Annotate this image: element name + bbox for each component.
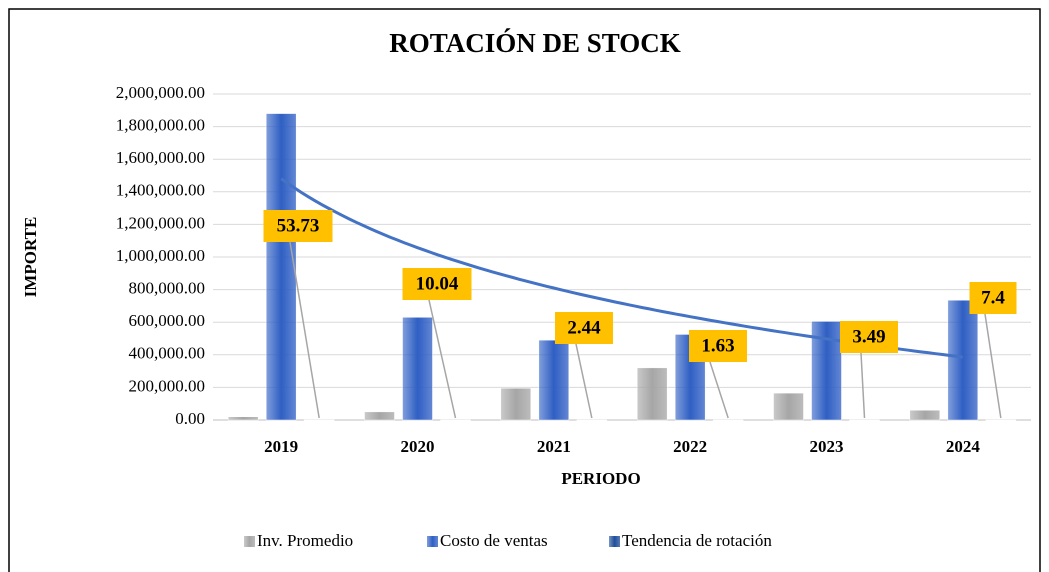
legend-label: Tendencia de rotación — [622, 531, 772, 550]
legend-swatch — [427, 536, 438, 547]
y-tick-label: 600,000.00 — [129, 311, 206, 330]
x-tick-label: 2023 — [810, 437, 844, 456]
bar — [265, 113, 297, 421]
x-tick-label: 2020 — [401, 437, 435, 456]
chart-frame — [8, 8, 1041, 572]
data-label: 7.4 — [981, 287, 1005, 308]
chart-title: ROTACIÓN DE STOCK — [389, 28, 681, 58]
bar — [227, 416, 259, 421]
bar — [985, 419, 1017, 421]
bar — [364, 411, 395, 421]
data-label-box — [689, 330, 747, 362]
legend-swatch — [244, 536, 255, 547]
leader-line — [984, 313, 1002, 419]
y-tick-label: 1,600,000.00 — [116, 148, 205, 167]
data-label: 2.44 — [567, 317, 601, 338]
bar — [303, 419, 335, 421]
leader-line — [860, 352, 866, 419]
bar — [712, 419, 744, 421]
data-label: 10.04 — [416, 273, 459, 294]
bar — [440, 419, 471, 421]
bar — [576, 419, 608, 421]
leader-line — [289, 241, 320, 419]
legend-swatch — [609, 536, 620, 547]
data-label: 53.73 — [277, 215, 320, 236]
y-tick-label: 1,800,000.00 — [116, 116, 205, 135]
y-axis-label: IMPORTE — [21, 217, 40, 298]
bar — [538, 339, 570, 421]
data-label: 3.49 — [852, 326, 885, 347]
data-label-box — [969, 282, 1017, 314]
data-label: 1.63 — [701, 335, 734, 356]
bar — [849, 419, 880, 421]
y-tick-label: 800,000.00 — [129, 279, 206, 298]
x-tick-label: 2021 — [537, 437, 571, 456]
x-tick-label: 2019 — [264, 437, 298, 456]
y-tick-label: 400,000.00 — [129, 344, 206, 363]
legend-label: Inv. Promedio — [257, 531, 353, 550]
leader-line — [575, 343, 593, 419]
y-tick-label: 1,200,000.00 — [116, 213, 205, 232]
y-tick-label: 2,000,000.00 — [116, 83, 205, 102]
data-label-box — [402, 268, 472, 300]
bar — [773, 392, 804, 421]
y-tick-label: 200,000.00 — [129, 376, 206, 395]
legend-label: Costo de ventas — [440, 531, 548, 550]
bar — [947, 299, 979, 421]
x-tick-label: 2022 — [673, 437, 707, 456]
y-tick-label: 1,000,000.00 — [116, 246, 205, 265]
bar — [402, 317, 433, 421]
x-axis-label: PERIODO — [561, 469, 640, 488]
bar — [909, 409, 941, 421]
leader-line — [428, 299, 457, 419]
bar — [636, 367, 668, 421]
leader-line — [709, 361, 729, 419]
bar — [500, 387, 532, 421]
data-label-box — [555, 312, 613, 344]
data-label-box — [840, 321, 898, 353]
data-label-box — [263, 210, 333, 242]
y-tick-label: 1,400,000.00 — [116, 181, 205, 200]
x-tick-label: 2024 — [946, 437, 981, 456]
y-tick-label: 0.00 — [175, 409, 205, 428]
